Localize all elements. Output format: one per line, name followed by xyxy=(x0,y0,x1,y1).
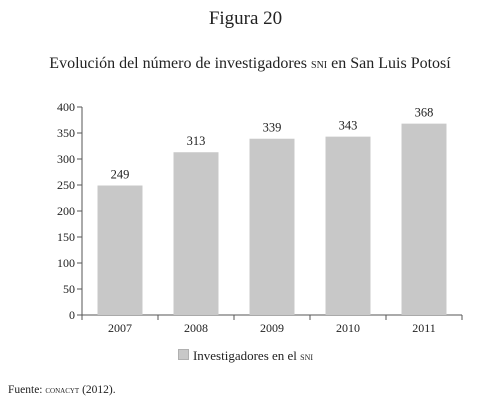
bar-value-label: 368 xyxy=(415,106,434,120)
legend-acronym: sni xyxy=(300,351,314,363)
chart-title-main: Evolución del número de investigadores xyxy=(49,55,308,72)
bar-chart: 0 50 100 150 200 250 300 350 400 2007 2008 2009 201… xyxy=(57,100,463,335)
figure-label: Figura 20 xyxy=(208,8,283,29)
y-tick-label: 150 xyxy=(57,230,75,244)
bar-value-label: 343 xyxy=(339,119,358,133)
bar xyxy=(325,136,371,315)
bar xyxy=(173,152,219,315)
y-tick-label: 250 xyxy=(57,178,75,192)
legend-swatch xyxy=(177,349,189,360)
bar-value-label: 249 xyxy=(111,168,130,182)
data-labels: 249 313 339 343 368 xyxy=(111,106,434,182)
source-prefix: Fuente: xyxy=(8,384,43,396)
y-tick-label: 50 xyxy=(63,282,75,296)
source-note: Fuente: conacyt (2012). xyxy=(8,384,116,396)
chart-title-acronym: sni xyxy=(311,56,328,71)
x-tick-label: 2007 xyxy=(108,321,132,335)
x-tick-label: 2011 xyxy=(412,321,436,335)
bar xyxy=(97,185,143,315)
bars xyxy=(97,123,447,315)
chart-title: Evolución del número de investigadores s… xyxy=(10,55,490,73)
source-year: (2012). xyxy=(82,384,116,396)
bar xyxy=(401,123,447,315)
source-org: conacyt xyxy=(45,385,80,396)
x-axis: 2007 2008 2009 2010 2011 xyxy=(81,314,463,335)
bar-value-label: 313 xyxy=(187,134,206,148)
y-tick-label: 0 xyxy=(69,308,75,322)
chart-title-tail: en San Luis Potosí xyxy=(331,55,451,72)
legend-label: Investigadores en el xyxy=(192,348,297,363)
legend: Investigadores en el sni xyxy=(0,348,491,364)
y-tick-label: 400 xyxy=(57,100,75,114)
y-tick-label: 300 xyxy=(57,152,75,166)
bar xyxy=(249,138,295,315)
x-tick-label: 2010 xyxy=(336,321,360,335)
bar-value-label: 339 xyxy=(263,121,282,135)
x-tick-label: 2009 xyxy=(260,321,284,335)
y-tick-label: 200 xyxy=(57,204,75,218)
x-tick-label: 2008 xyxy=(184,321,208,335)
y-tick-label: 100 xyxy=(57,256,75,270)
y-axis: 0 50 100 150 200 250 300 350 400 xyxy=(57,100,83,322)
y-tick-label: 350 xyxy=(57,126,75,140)
